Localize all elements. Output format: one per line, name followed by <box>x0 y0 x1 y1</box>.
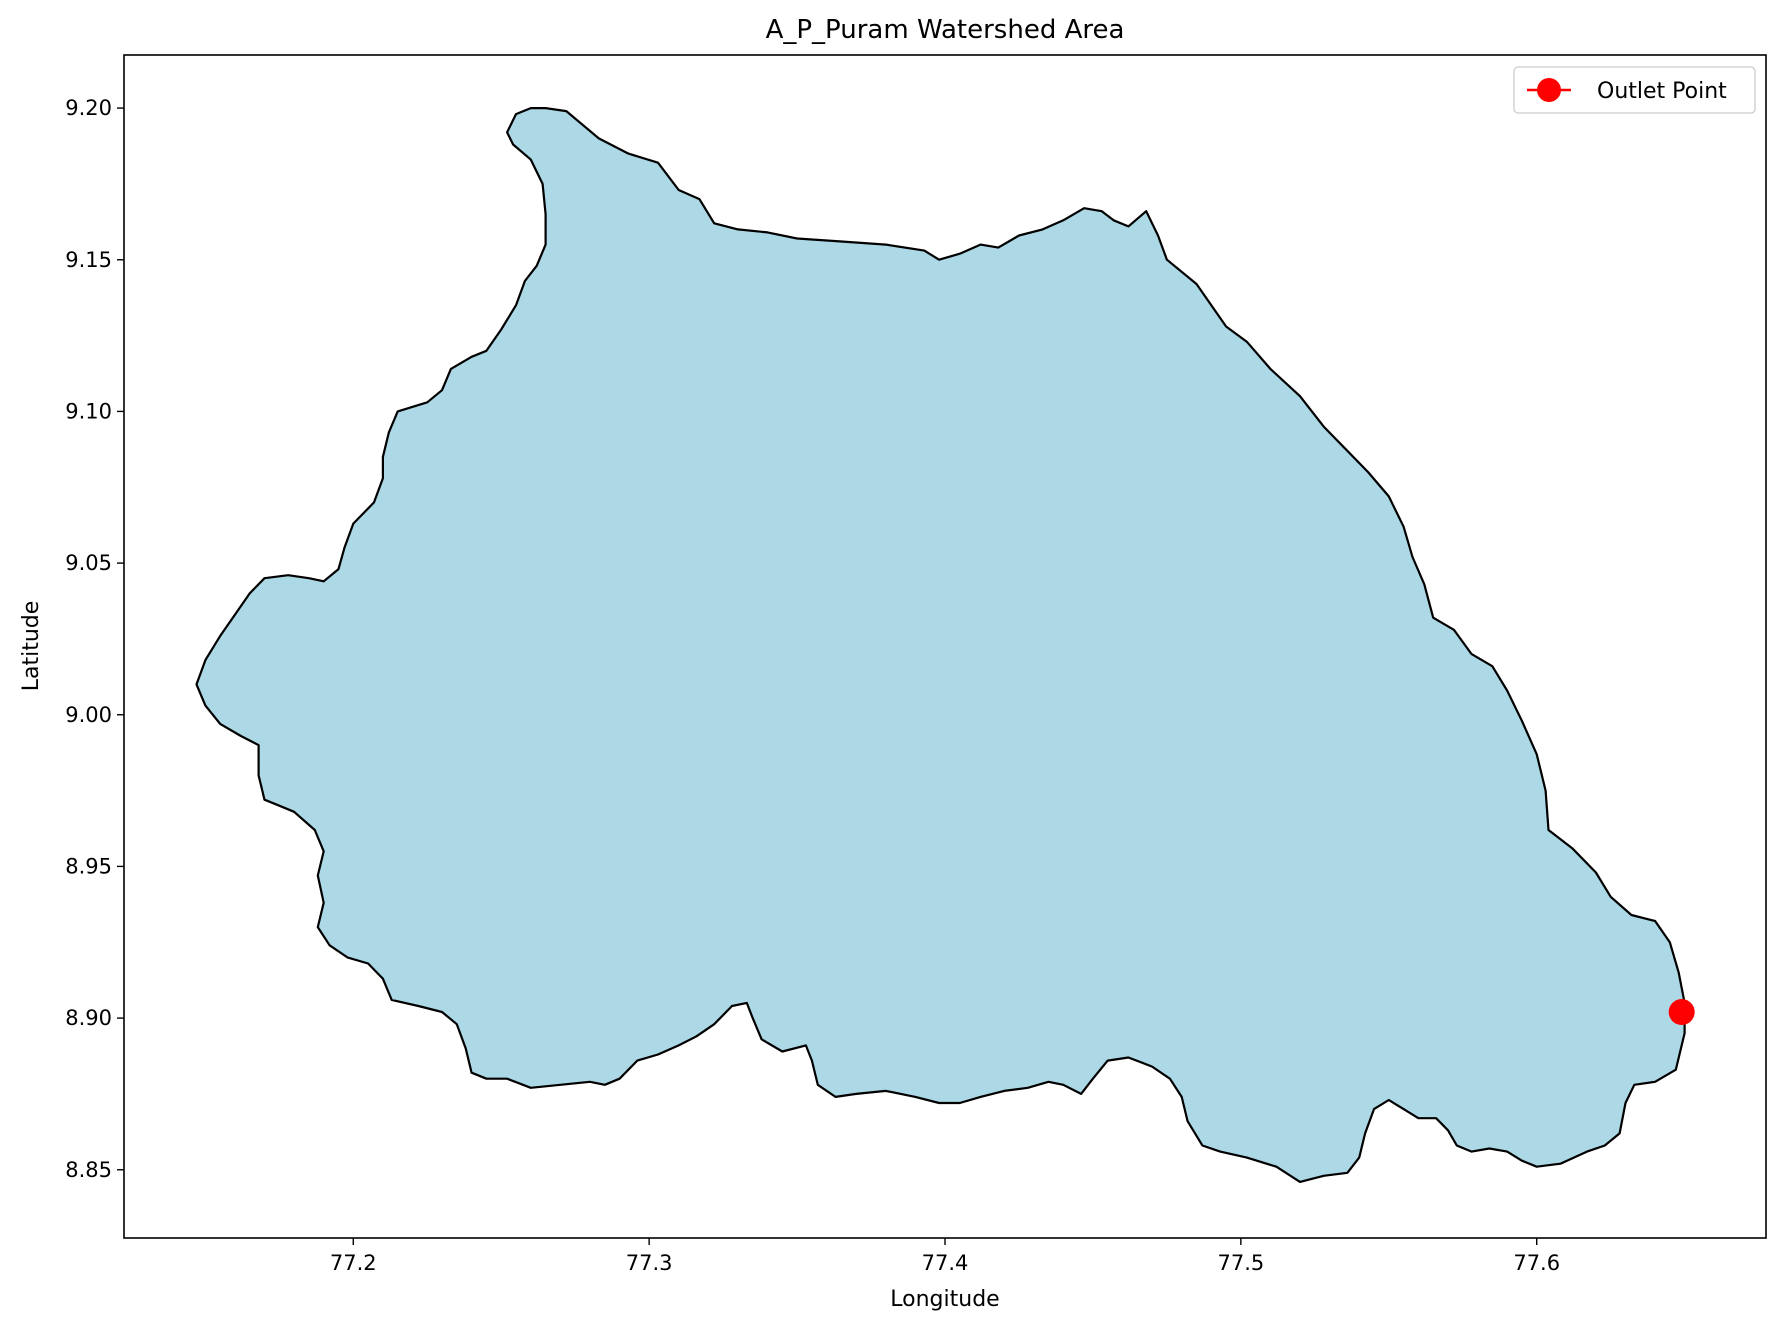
x-tick-label: 77.3 <box>626 1251 673 1275</box>
x-axis-label: Longitude <box>890 1287 999 1312</box>
y-axis-ticks: 8.85 8.90 8.95 9.00 9.05 9.10 9.15 9.20 <box>65 96 124 1182</box>
y-axis-label: Latitude <box>19 601 44 692</box>
y-tick-label: 8.90 <box>65 1006 112 1030</box>
x-tick-label: 77.6 <box>1513 1251 1560 1275</box>
legend-entry-outlet-point: Outlet Point <box>1597 79 1727 104</box>
legend-box <box>1513 66 1756 114</box>
x-axis-ticks: 77.2 77.3 77.4 77.5 77.6 <box>330 1238 1560 1275</box>
chart-title: A_P_Puram Watershed Area <box>766 15 1125 45</box>
y-tick-label: 9.05 <box>65 551 112 575</box>
outlet-point-marker <box>1668 999 1695 1026</box>
y-tick-label: 9.00 <box>65 703 112 727</box>
y-tick-label: 9.15 <box>65 248 112 272</box>
plot-area <box>195 107 1695 1183</box>
legend-marker-swatch <box>1537 78 1561 102</box>
y-tick-label: 8.95 <box>65 854 112 878</box>
x-tick-label: 77.2 <box>330 1251 377 1275</box>
watershed-boundary-polygon <box>195 107 1686 1183</box>
y-tick-label: 9.20 <box>65 96 112 120</box>
legend: Outlet Point <box>1513 66 1756 114</box>
y-tick-label: 8.85 <box>65 1158 112 1182</box>
y-tick-label: 9.10 <box>65 399 112 423</box>
x-tick-label: 77.5 <box>1217 1251 1264 1275</box>
x-tick-label: 77.4 <box>922 1251 969 1275</box>
